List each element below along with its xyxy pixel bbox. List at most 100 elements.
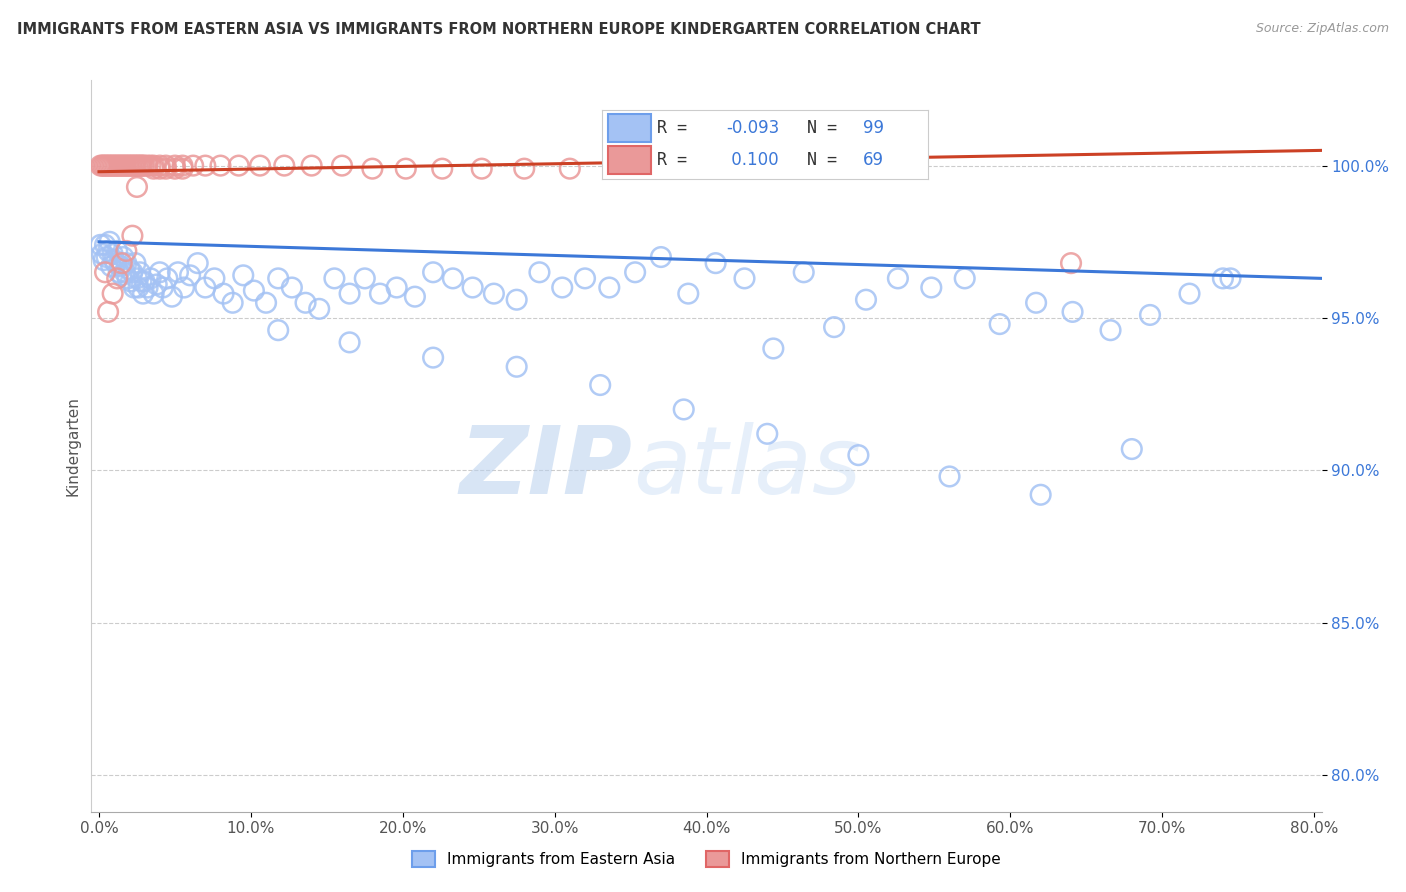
Point xyxy=(1099,323,1122,337)
Point xyxy=(117,159,139,173)
Point xyxy=(163,161,186,176)
Legend: Immigrants from Eastern Asia, Immigrants from Northern Europe: Immigrants from Eastern Asia, Immigrants… xyxy=(406,846,1007,873)
Point xyxy=(505,359,527,374)
Point xyxy=(482,286,505,301)
Text: 0.100: 0.100 xyxy=(725,152,779,169)
Point xyxy=(228,159,250,173)
Point xyxy=(953,271,976,285)
Point xyxy=(1062,305,1084,319)
Point xyxy=(308,301,330,316)
Point xyxy=(793,265,815,279)
Point xyxy=(404,290,426,304)
Point xyxy=(395,161,418,176)
Point xyxy=(823,320,845,334)
Point xyxy=(136,280,159,294)
Point xyxy=(361,161,384,176)
Point xyxy=(100,159,122,173)
Point xyxy=(129,159,152,173)
Point xyxy=(94,265,117,279)
Point xyxy=(125,271,148,285)
Point xyxy=(93,159,115,173)
Point xyxy=(589,378,612,392)
Point xyxy=(129,265,152,279)
Point xyxy=(273,159,295,173)
Point xyxy=(94,159,117,173)
Point xyxy=(105,271,128,285)
Point xyxy=(110,159,132,173)
Point xyxy=(243,284,266,298)
Point xyxy=(281,280,304,294)
Point xyxy=(672,402,695,417)
Point xyxy=(529,265,551,279)
Point xyxy=(848,448,870,462)
Point xyxy=(1212,271,1234,285)
Point xyxy=(167,265,190,279)
Point xyxy=(1139,308,1161,322)
Point xyxy=(91,247,114,261)
Point xyxy=(855,293,877,307)
Point xyxy=(104,256,127,270)
Point xyxy=(114,159,136,173)
Point xyxy=(267,323,290,337)
Point xyxy=(131,159,153,173)
Y-axis label: Kindergarten: Kindergarten xyxy=(65,396,80,496)
Point xyxy=(339,286,361,301)
Point xyxy=(112,250,135,264)
Point xyxy=(762,342,785,356)
Point xyxy=(734,271,756,285)
Point xyxy=(1219,271,1241,285)
Point xyxy=(100,259,122,273)
Point xyxy=(97,305,120,319)
Point xyxy=(1029,488,1052,502)
Point xyxy=(120,159,142,173)
Point xyxy=(125,180,148,194)
Point xyxy=(98,159,121,173)
Point xyxy=(98,235,121,249)
Point xyxy=(121,159,143,173)
Point xyxy=(209,159,232,173)
Point xyxy=(422,265,444,279)
Point xyxy=(441,271,464,285)
Point xyxy=(101,247,124,261)
Point xyxy=(96,159,118,173)
Point xyxy=(97,244,120,258)
Text: 69: 69 xyxy=(863,152,884,169)
Point xyxy=(111,256,134,270)
Point xyxy=(202,271,225,285)
Point xyxy=(678,286,700,301)
Point xyxy=(127,280,149,294)
Point xyxy=(887,271,910,285)
Point xyxy=(132,159,155,173)
Text: ZIP: ZIP xyxy=(460,422,633,514)
Point xyxy=(107,265,129,279)
Point xyxy=(650,250,672,264)
Point xyxy=(152,280,174,294)
Point xyxy=(142,161,165,176)
Point xyxy=(471,161,494,176)
Point xyxy=(105,244,128,258)
Point xyxy=(89,159,111,173)
Point xyxy=(422,351,444,365)
FancyBboxPatch shape xyxy=(609,113,651,142)
Point xyxy=(160,290,183,304)
Point xyxy=(221,295,243,310)
Point xyxy=(505,293,527,307)
Text: N =: N = xyxy=(807,119,848,136)
Point xyxy=(1060,256,1083,270)
Point xyxy=(101,286,124,301)
Point xyxy=(432,161,454,176)
Point xyxy=(134,275,156,289)
Point xyxy=(163,159,186,173)
Point xyxy=(249,159,271,173)
Point xyxy=(254,295,277,310)
Point xyxy=(149,161,172,176)
Point xyxy=(385,280,408,294)
Point xyxy=(124,256,146,270)
Point xyxy=(173,280,195,294)
Point xyxy=(94,238,117,252)
FancyBboxPatch shape xyxy=(609,146,651,174)
Point xyxy=(107,159,129,173)
Point xyxy=(155,159,177,173)
Point xyxy=(156,271,179,285)
Point xyxy=(659,161,682,176)
